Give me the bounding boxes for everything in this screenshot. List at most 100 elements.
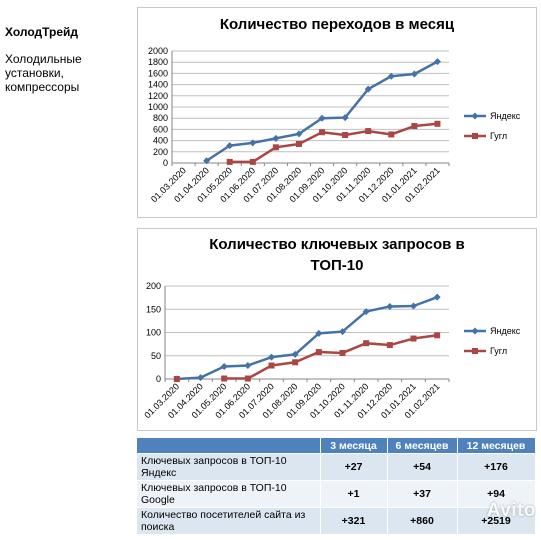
company-name: ХолодТрейд — [5, 25, 79, 39]
data-point — [220, 362, 228, 370]
data-point — [319, 129, 326, 136]
data-point — [339, 349, 346, 356]
legend-marker — [471, 112, 479, 120]
data-point — [362, 308, 370, 316]
data-point — [410, 335, 417, 342]
data-point — [341, 114, 349, 122]
data-point — [410, 70, 418, 78]
data-point — [365, 128, 372, 135]
avito-watermark: Avito — [486, 500, 536, 521]
data-point — [411, 123, 418, 130]
y-tick-label: 1400 — [148, 80, 168, 90]
row-label: Ключевых запросов в ТОП-10 Google — [137, 480, 321, 508]
data-point — [295, 140, 302, 147]
y-tick-label: 1200 — [148, 91, 168, 101]
table-cell: +860 — [387, 507, 458, 534]
data-point — [386, 342, 393, 349]
table-cell: +176 — [457, 453, 536, 481]
data-point — [318, 114, 326, 122]
table-cell: +54 — [387, 453, 458, 481]
data-point — [386, 302, 394, 310]
data-point — [249, 158, 256, 165]
y-tick-label: 2000 — [148, 46, 168, 56]
y-tick-label: 1800 — [148, 57, 168, 67]
legend-label: Гугл — [490, 131, 507, 141]
table-cell: +321 — [320, 507, 388, 534]
y-tick-label: 200 — [153, 147, 168, 157]
y-tick-label: 0 — [163, 158, 168, 168]
chart-plot: 020040060080010001200140016001800200001.… — [148, 46, 521, 204]
series-line — [224, 334, 438, 380]
series-line — [229, 122, 438, 164]
legend-label: Гугл — [490, 346, 507, 356]
table-row: Количество посетителей сайта из поиска +… — [137, 507, 536, 534]
table-cell: +2519 — [457, 507, 536, 534]
legend-label: Яндекс — [490, 326, 521, 336]
y-tick-label: 50 — [151, 351, 161, 361]
y-tick-label: 100 — [146, 328, 161, 338]
data-point — [295, 130, 303, 138]
legend-marker — [472, 348, 478, 354]
chart-transitions: Количество переходов в месяц 0 200 400 600 8… — [137, 7, 537, 218]
data-point — [363, 340, 370, 347]
series-line — [205, 60, 439, 162]
data-point — [342, 132, 349, 138]
data-point — [388, 131, 395, 138]
data-point — [434, 332, 441, 339]
data-point — [197, 374, 204, 382]
y-tick-label: 600 — [153, 124, 168, 134]
data-point — [244, 375, 251, 382]
y-tick-label: 200 — [146, 281, 161, 291]
table-cell: +1 — [320, 480, 388, 508]
table-header — [137, 438, 321, 454]
y-tick-label: 800 — [153, 113, 168, 123]
data-point — [268, 353, 275, 361]
data-point — [364, 85, 372, 93]
table-header: 12 месяцев — [457, 438, 536, 454]
data-point — [434, 120, 441, 127]
chart-plot: 05010015020001.03.202001.04.202001.05.20… — [142, 281, 521, 420]
data-point — [433, 293, 441, 301]
data-point — [173, 376, 180, 382]
y-tick-label: 0 — [156, 374, 161, 384]
data-point — [249, 139, 257, 147]
y-tick-label: 400 — [153, 136, 168, 146]
data-point — [268, 362, 275, 369]
data-point — [272, 144, 279, 151]
row-label: Количество посетителей сайта из поиска — [137, 507, 321, 534]
y-tick-label: 1000 — [148, 102, 168, 112]
table-cell: +94 — [457, 480, 536, 508]
company-description: Холодильные установки, компрессоры — [5, 52, 82, 94]
y-tick-label: 1600 — [148, 68, 168, 78]
results-table: 3 месяца 6 месяцев 12 месяцев Ключевых з… — [137, 438, 536, 534]
data-point — [203, 157, 211, 165]
table-header-row: 3 месяца 6 месяцев 12 месяцев — [137, 438, 536, 454]
data-point — [226, 142, 234, 150]
data-point — [315, 329, 323, 337]
y-tick-label: 150 — [146, 304, 161, 314]
table-cell: +37 — [387, 480, 458, 508]
data-point — [291, 350, 299, 358]
data-point — [387, 72, 395, 80]
data-point — [244, 362, 252, 370]
data-point — [410, 302, 417, 310]
legend-marker — [472, 133, 478, 139]
table-header: 6 месяцев — [387, 438, 458, 454]
row-label: Ключевых запросов в ТОП-10 Яндекс — [137, 453, 321, 481]
table-row: Ключевых запросов в ТОП-10 Google +1 +37… — [137, 480, 536, 508]
chart-title: Количество переходов в месяц — [219, 16, 455, 33]
data-point — [315, 349, 322, 356]
data-point — [226, 158, 233, 165]
table-cell: +27 — [320, 453, 388, 481]
data-point — [221, 375, 228, 382]
data-point — [292, 359, 299, 366]
data-point — [272, 134, 280, 142]
series-line — [176, 295, 438, 381]
legend-label: Яндекс — [490, 111, 521, 121]
chart-keywords: Количество ключевых запросов в ТОП-10 0 5… — [137, 228, 537, 431]
table-header: 3 месяца — [320, 438, 388, 454]
table-row: Ключевых запросов в ТОП-10 Яндекс +27 +5… — [137, 453, 536, 481]
data-point — [339, 328, 346, 336]
data-point — [433, 58, 441, 66]
legend-marker — [471, 327, 479, 335]
